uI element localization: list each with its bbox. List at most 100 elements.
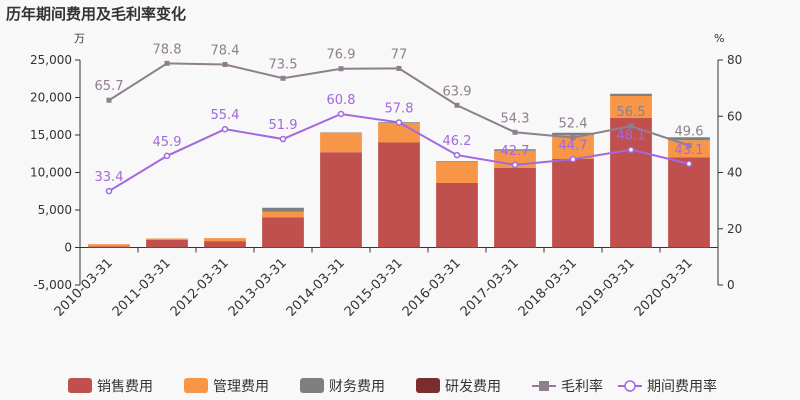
- legend: 销售费用 管理费用 财务费用 研发费用 毛利率 期间费用率: [68, 378, 717, 395]
- data-label: 49.6: [675, 125, 704, 140]
- bar-segment: [610, 93, 652, 96]
- series-point: [454, 102, 460, 108]
- series-point: [569, 156, 577, 163]
- bar-segment: [668, 140, 710, 158]
- legend-label: 财务费用: [329, 379, 385, 395]
- legend-marker: [624, 380, 636, 392]
- bar-segment: [552, 132, 594, 135]
- data-label: 45.9: [153, 135, 182, 150]
- bar-segment: [88, 246, 130, 248]
- x-tick-labels: 2010-03-312011-03-312012-03-312013-03-31…: [52, 247, 719, 320]
- bar-segment: [610, 117, 652, 248]
- series-point: [163, 152, 171, 160]
- data-label: 44.7: [559, 138, 588, 153]
- x-tick-label: 2015-03-31: [342, 256, 406, 320]
- bar-segment: [378, 142, 420, 248]
- legend-item[interactable]: 研发费用: [416, 378, 501, 395]
- legend-label: 研发费用: [445, 379, 501, 395]
- data-label: 46.2: [443, 134, 472, 149]
- right-tick-label: 60: [727, 109, 742, 123]
- chart-title: 历年期间费用及毛利率变化: [6, 5, 186, 23]
- x-tick-label: 2012-03-31: [168, 256, 232, 320]
- x-tick-label: 2019-03-31: [574, 256, 638, 320]
- data-label: 60.8: [327, 93, 356, 108]
- legend-item[interactable]: 财务费用: [300, 378, 385, 395]
- right-tick-label: 40: [727, 166, 742, 180]
- x-tick-label: 2018-03-31: [516, 256, 580, 320]
- data-label: 78.8: [153, 42, 182, 57]
- bar-segment: [378, 123, 420, 143]
- series-point: [570, 135, 576, 141]
- data-label: 42.7: [501, 144, 530, 159]
- data-label: 76.9: [327, 48, 356, 63]
- data-label: 78.4: [211, 44, 240, 59]
- left-tick-label: 15,000: [30, 128, 72, 142]
- series-point: [686, 143, 692, 148]
- series-point: [512, 129, 518, 135]
- legend-swatch: [68, 378, 92, 393]
- bar-segment: [88, 244, 130, 247]
- legend-label: 管理费用: [213, 379, 269, 395]
- bar-segment: [436, 162, 478, 183]
- data-label: 57.8: [385, 101, 414, 116]
- series-point: [685, 160, 693, 168]
- data-label: 56.5: [617, 105, 646, 120]
- data-label: 65.7: [95, 79, 124, 94]
- series-point: [164, 60, 170, 66]
- legend-swatch: [184, 378, 208, 393]
- legend-label: 期间费用率: [647, 378, 717, 395]
- data-label: 73.5: [269, 57, 298, 72]
- series-point: [395, 119, 403, 126]
- x-tick-label: 2014-03-31: [284, 256, 348, 320]
- bar-segment: [262, 207, 304, 212]
- bar-segment: [668, 157, 710, 248]
- right-tick-label: 20: [727, 222, 742, 236]
- data-label: 54.3: [501, 111, 530, 126]
- legend-item[interactable]: 管理费用: [184, 378, 269, 395]
- series-point: [511, 161, 519, 169]
- lines: [105, 60, 693, 195]
- bar-segment: [668, 137, 710, 141]
- bar-segment: [262, 217, 304, 248]
- right-tick-label: 80: [727, 53, 742, 67]
- legend-label: 销售费用: [97, 379, 153, 395]
- data-labels: 65.7 78.8 78.4 73.5 76.9 77 63.9 54.3 52.4 56.5 49…: [95, 42, 704, 185]
- legend-item[interactable]: 期间费用率: [618, 378, 717, 395]
- bar-segment: [146, 238, 188, 240]
- bar-segment: [552, 159, 594, 248]
- data-label: 48.1: [617, 129, 646, 144]
- bar-segment: [610, 96, 652, 118]
- bar-segment: [494, 149, 536, 151]
- left-tick-label: 0: [64, 241, 72, 255]
- left-tick-label: -5,000: [33, 278, 72, 292]
- bar-segment: [204, 241, 246, 248]
- x-tick-label: 2013-03-31: [226, 256, 290, 320]
- bar-segment: [436, 183, 478, 248]
- data-label: 63.9: [443, 84, 472, 99]
- series-point: [222, 62, 228, 67]
- bar-segment: [494, 168, 536, 248]
- data-label: 43.1: [675, 143, 704, 158]
- x-tick-label: 2011-03-31: [110, 256, 174, 320]
- series-point: [338, 66, 344, 72]
- series-point: [453, 151, 461, 159]
- series-point: [396, 65, 402, 71]
- bar-segment: [320, 132, 362, 153]
- series-point: [627, 146, 635, 153]
- left-tick-label: 5,000: [38, 203, 72, 217]
- data-label: 77: [391, 47, 408, 62]
- legend-item[interactable]: 销售费用: [68, 378, 153, 395]
- x-tick-label: 2016-03-31: [400, 256, 464, 320]
- series-point: [280, 75, 286, 81]
- series-point: [337, 110, 345, 118]
- x-tick-label: 2017-03-31: [458, 256, 522, 320]
- right-tick-label: 0: [727, 278, 735, 292]
- bar-segment: [204, 238, 246, 242]
- series-point: [628, 123, 634, 129]
- right-axis-unit: %: [714, 32, 724, 45]
- data-label: 52.4: [559, 117, 588, 132]
- data-label: 33.4: [95, 170, 124, 185]
- legend-item[interactable]: 毛利率: [532, 378, 603, 395]
- bar-segment: [320, 152, 362, 248]
